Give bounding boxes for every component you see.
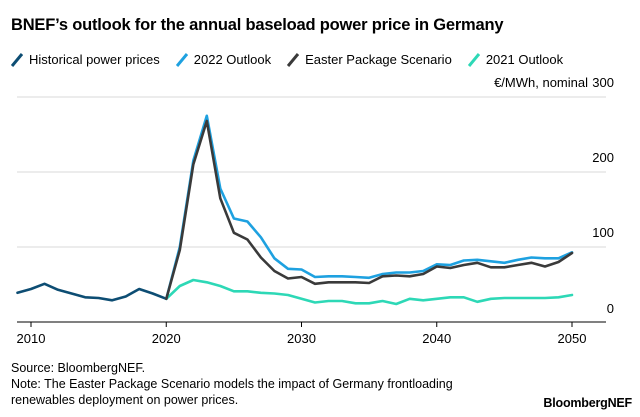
note-text-line1: Note: The Easter Package Scenario models… (11, 377, 453, 391)
gridlines (17, 96, 606, 248)
legend-item-2022-outlook: 2022 Outlook (175, 52, 272, 67)
x-tick-label-2050: 2050 (558, 331, 587, 346)
legend-item-historical: Historical power prices (10, 52, 160, 67)
legend-item-easter-package: Easter Package Scenario (286, 52, 452, 67)
series-line-historical (16, 282, 168, 302)
x-axis: 2010 2020 2030 2040 2050 (17, 321, 606, 346)
series-line-2021-outlook (165, 278, 574, 306)
legend-swatch-2022-outlook (175, 52, 188, 67)
chart-legend: Historical power prices 2022 Outlook Eas… (10, 52, 579, 67)
legend-swatch-historical (10, 52, 24, 67)
legend-swatch-easter-package (286, 52, 300, 67)
legend-item-2021-outlook: 2021 Outlook (467, 52, 564, 67)
x-tick-label-2030: 2030 (287, 331, 316, 346)
y-unit-label: €/MWh, nominal (494, 75, 588, 90)
series-line-2022-outlook (165, 114, 574, 301)
legend-label-easter-package: Easter Package Scenario (305, 52, 452, 67)
brand-logo: BloombergNEF (543, 396, 632, 410)
legend-swatch-2021-outlook (467, 52, 480, 67)
y-tick-label-300: 300 (592, 75, 614, 90)
legend-label-historical: Historical power prices (29, 52, 160, 67)
x-tick-label-2020: 2020 (152, 331, 181, 346)
y-axis: 0 100 200 300 €/MWh, nominal (494, 75, 614, 316)
x-tick-label-2040: 2040 (422, 331, 451, 346)
legend-label-2021-outlook: 2021 Outlook (485, 52, 564, 67)
y-tick-label-200: 200 (592, 150, 614, 165)
source-text: Source: BloombergNEF. (11, 361, 146, 375)
note-text-line2: renewables deployment on power prices. (11, 393, 239, 407)
series-line-easter-package (165, 119, 574, 301)
x-tick-label-2010: 2010 (17, 331, 46, 346)
legend-label-2022-outlook: 2022 Outlook (193, 52, 272, 67)
chart-footer: Source: BloombergNEF. Note: The Easter P… (11, 360, 453, 408)
chart-title: BNEF’s outlook for the annual baseload p… (11, 16, 504, 34)
y-tick-label-0: 0 (607, 301, 614, 316)
y-tick-label-100: 100 (592, 225, 614, 240)
series-layer (16, 114, 574, 306)
